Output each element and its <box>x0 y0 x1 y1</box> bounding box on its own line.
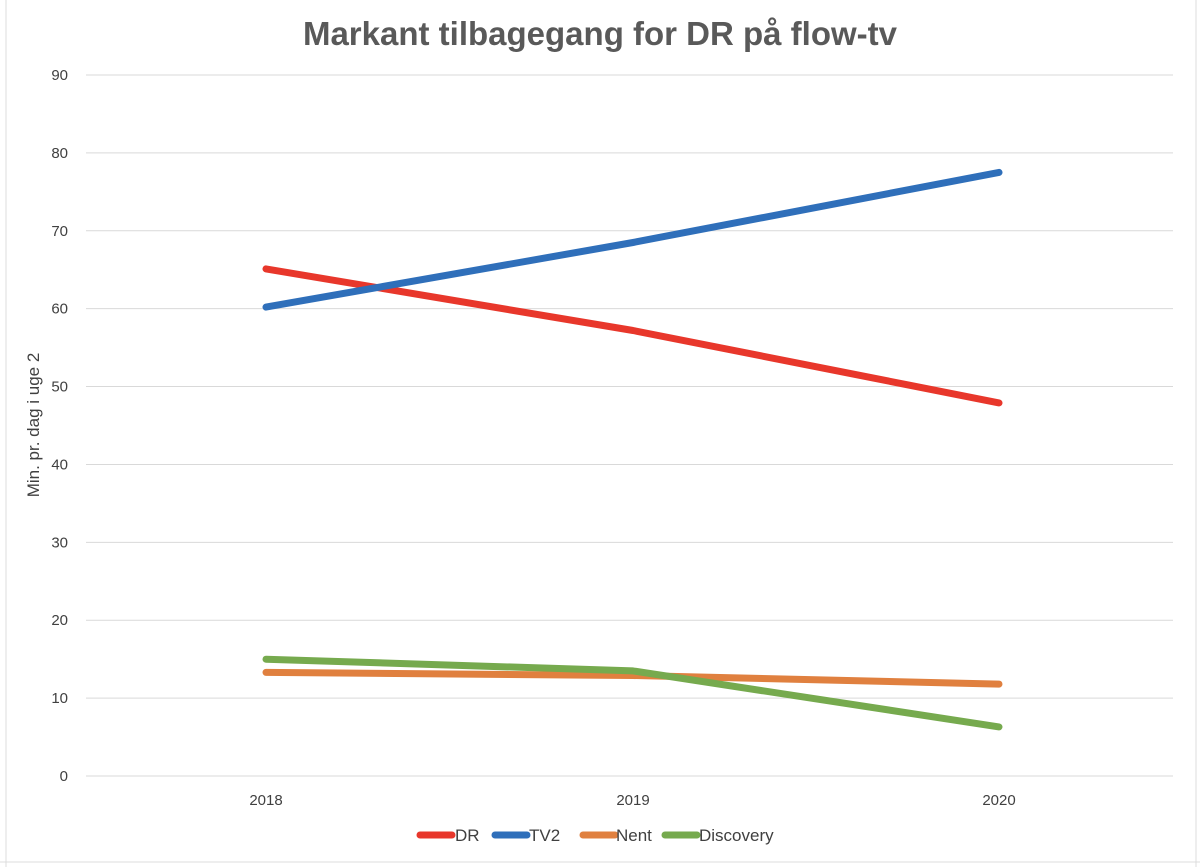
y-tick-label: 50 <box>51 379 68 396</box>
series-line-discovery <box>262 655 1003 731</box>
legend-label-nent: Nent <box>616 826 652 845</box>
chart-title: Markant tilbagegang for DR på flow-tv <box>303 15 898 52</box>
legend-label-discovery: Discovery <box>699 826 774 845</box>
y-tick-label: 0 <box>60 768 68 785</box>
y-tick-label: 60 <box>51 301 68 318</box>
y-tick-label: 20 <box>51 612 68 629</box>
legend-label-dr: DR <box>455 826 480 845</box>
gridlines <box>86 74 1173 777</box>
legend: DR TV2 Nent Discovery <box>416 826 774 845</box>
x-axis-ticks: 2018 2019 2020 <box>249 792 1015 809</box>
series-line-tv2 <box>262 168 1003 311</box>
y-tick-label: 70 <box>51 223 68 240</box>
x-tick-label: 2020 <box>982 792 1015 809</box>
x-tick-label: 2019 <box>616 792 649 809</box>
y-axis-label: Min. pr. dag i uge 2 <box>24 353 43 498</box>
y-tick-label: 10 <box>51 690 68 707</box>
x-tick-label: 2018 <box>249 792 282 809</box>
series-line-nent <box>262 668 1003 688</box>
y-axis-ticks: 0 10 20 30 40 50 60 70 80 90 <box>51 67 68 785</box>
series-lines <box>262 168 1003 731</box>
legend-label-tv2: TV2 <box>529 826 560 845</box>
y-tick-label: 80 <box>51 145 68 162</box>
series-line-dr <box>262 265 1003 407</box>
y-tick-label: 90 <box>51 67 68 84</box>
y-tick-label: 40 <box>51 456 68 473</box>
y-tick-label: 30 <box>51 534 68 551</box>
